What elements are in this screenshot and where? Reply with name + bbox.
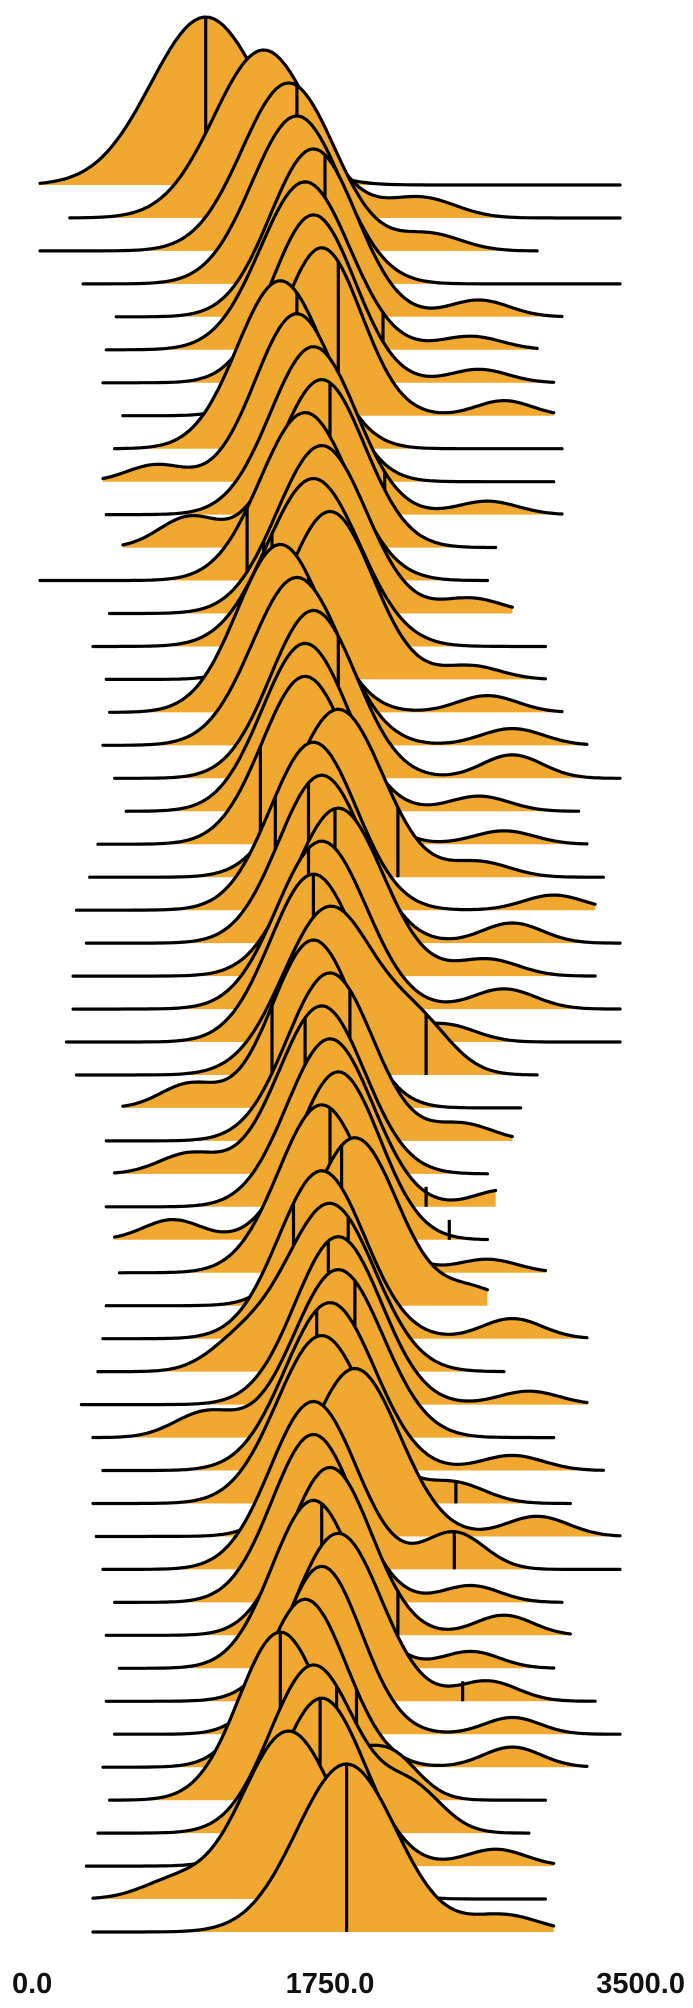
ridge-line-28 (74, 904, 539, 1077)
ridge-line-45 (104, 1465, 572, 1637)
ridge-fill-49 (103, 1599, 587, 1768)
ridge-fill-17 (109, 544, 562, 713)
ridge-line-36 (101, 1169, 589, 1341)
ridge-line-48 (113, 1564, 622, 1736)
ridge-line-40 (101, 1301, 605, 1473)
ridge-line-12 (121, 378, 498, 550)
ridge-line-54 (91, 1762, 556, 1934)
ridge-line-39 (91, 1268, 556, 1440)
ridge-line-22 (88, 707, 605, 879)
ridge-fill-16 (106, 511, 546, 680)
ridge-fill-2 (69, 50, 621, 218)
x-tick-label-mid: 1750.0 (286, 1968, 375, 2000)
ridge-line-5 (114, 147, 564, 319)
ridge-fill-35 (106, 1137, 488, 1306)
ridge-fill-54 (93, 1764, 554, 1932)
ridge-line-46 (117, 1498, 556, 1670)
ridge-line-30 (104, 971, 514, 1143)
ridge-line-6 (104, 180, 539, 352)
ridge-line-34 (117, 1103, 547, 1275)
ridge-line-37 (96, 1201, 506, 1374)
ridge-fill-42 (96, 1368, 621, 1537)
ridge-line-44 (113, 1432, 564, 1604)
ridge-line-7 (101, 213, 556, 385)
ridge-fill-1 (40, 17, 620, 185)
x-tick-label-min: 0.0 (12, 1968, 52, 2000)
ridge-line-16 (104, 509, 547, 681)
ridge-line-38 (79, 1235, 589, 1407)
ridge-line-49 (101, 1597, 589, 1769)
x-tick-label-max: 3500.0 (596, 1968, 685, 2000)
ridge-line-51 (96, 1663, 531, 1835)
ridge-line-13 (38, 411, 489, 583)
ridge-line-14 (108, 443, 514, 616)
ridge-line-53 (91, 1729, 547, 1901)
ridge-line-47 (104, 1531, 597, 1703)
ridge-fill-9 (114, 280, 562, 449)
ridge-line-41 (91, 1334, 572, 1506)
ridge-line-11 (104, 345, 564, 517)
ridge-line-26 (71, 839, 622, 1011)
ridge-line-42 (94, 1366, 622, 1539)
ridge-series-group (38, 15, 622, 1934)
x-axis-tick-labels: 0.0 1750.0 3500.0 (12, 1968, 685, 2000)
ridge-line-31 (113, 1004, 489, 1176)
ridge-line-32 (104, 1037, 498, 1209)
ridge-line-15 (91, 477, 547, 649)
ridge-line-19 (113, 608, 622, 780)
ridge-line-43 (101, 1399, 622, 1571)
ridge-line-29 (121, 938, 523, 1110)
ridge-fill-43 (103, 1401, 620, 1570)
ridge-line-3 (38, 81, 539, 253)
ridge-line-23 (74, 740, 597, 912)
ridge-line-24 (84, 773, 622, 945)
